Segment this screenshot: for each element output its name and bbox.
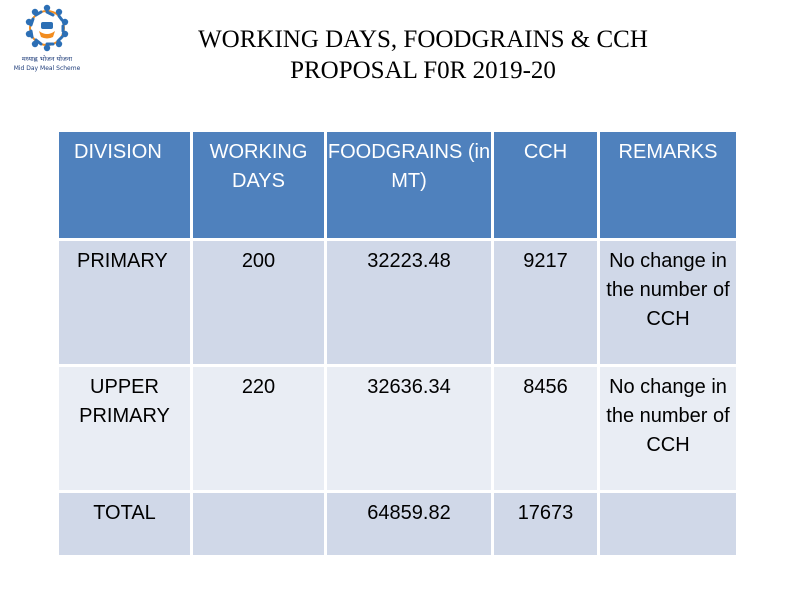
cell-working-days: 200 [190,238,327,367]
cell-cch: 8456 [491,364,600,493]
table-row: UPPER PRIMARY 220 32636.34 8456 No chang… [56,364,739,493]
logo-english-text: Mid Day Meal Scheme [14,65,81,72]
header-foodgrains: FOODGRAINS (in MT) [324,129,494,241]
mid-day-meal-logo-icon: मध्याह्न भोजन योजना Mid Day Meal Scheme [14,4,81,72]
cell-division: TOTAL [56,490,193,558]
cell-working-days: 220 [190,364,327,493]
table-header-row: DIVISION WORKING DAYS FOODGRAINS (in MT)… [56,129,739,241]
cell-remarks: No change in the number of CCH [597,364,739,493]
header-division: DIVISION [56,129,193,241]
cell-cch: 9217 [491,238,600,367]
mid-day-meal-logo: मध्याह्न भोजन योजना Mid Day Meal Scheme [8,4,86,74]
page-title-line2: PROPOSAL F0R 2019-20 [290,57,556,84]
table-row: PRIMARY 200 32223.48 9217 No change in t… [56,238,739,367]
header-cch: CCH [491,129,600,241]
page-title: WORKING DAYS, FOODGRAINS & CCH PROPOSAL … [0,24,794,86]
cell-foodgrains: 64859.82 [324,490,494,558]
cell-foodgrains: 32636.34 [324,364,494,493]
cell-foodgrains: 32223.48 [324,238,494,367]
cell-cch: 17673 [491,490,600,558]
cell-division: UPPER PRIMARY [56,364,193,493]
proposal-table: DIVISION WORKING DAYS FOODGRAINS (in MT)… [56,129,739,558]
cell-remarks: No change in the number of CCH [597,238,739,367]
cell-division: PRIMARY [56,238,193,367]
cell-remarks [597,490,739,558]
cell-working-days [190,490,327,558]
table-row: TOTAL 64859.82 17673 [56,490,739,558]
header-remarks: REMARKS [597,129,739,241]
page-title-line1: WORKING DAYS, FOODGRAINS & CCH [198,26,648,53]
header-working-days: WORKING DAYS [190,129,327,241]
logo-hindi-text: मध्याह्न भोजन योजना [22,55,73,63]
